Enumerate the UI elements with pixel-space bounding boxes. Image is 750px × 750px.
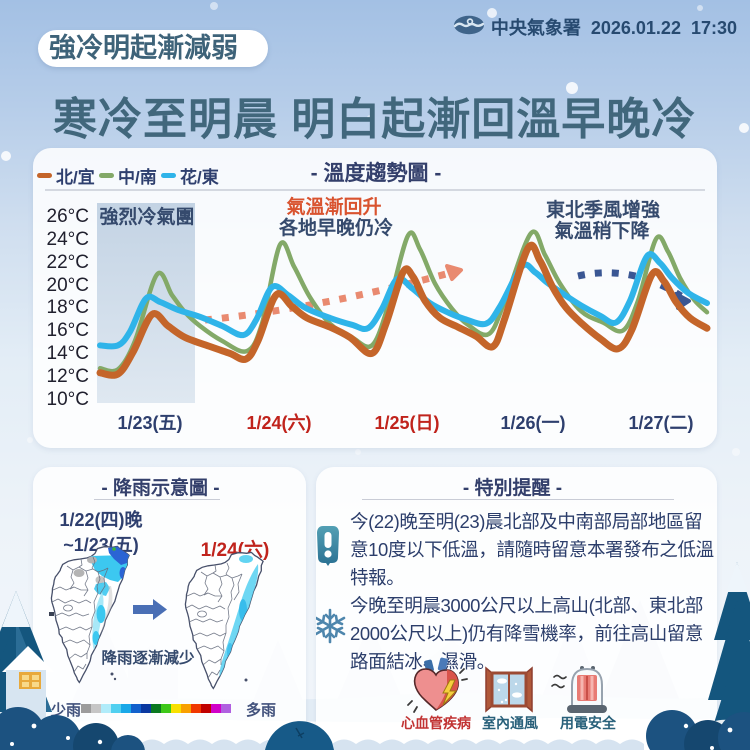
svg-text:少雨: 少雨: [50, 701, 81, 719]
svg-text:14°C: 14°C: [47, 343, 89, 364]
svg-text:20°C: 20°C: [47, 275, 89, 296]
svg-text:1/23(五): 1/23(五): [117, 413, 182, 433]
svg-text:各地早晚仍冷: 各地早晚仍冷: [278, 216, 393, 239]
svg-text:北/宜: 北/宜: [56, 167, 95, 187]
svg-text:東北季風增強: 東北季風增強: [546, 198, 660, 221]
svg-text:1/25(日): 1/25(日): [374, 413, 439, 433]
svg-text:16°C: 16°C: [47, 320, 89, 341]
svg-text:18°C: 18°C: [47, 297, 89, 318]
svg-text:- 溫度趨勢圖 -: - 溫度趨勢圖 -: [311, 161, 442, 185]
svg-text:1/24(六): 1/24(六): [246, 412, 311, 433]
svg-text:強烈冷氣團: 強烈冷氣團: [99, 205, 194, 228]
svg-text:1/26(一): 1/26(一): [500, 413, 565, 433]
svg-text:花/東: 花/東: [180, 167, 219, 187]
svg-text:氣溫漸回升: 氣溫漸回升: [286, 195, 381, 218]
svg-text:1/27(二): 1/27(二): [628, 413, 693, 433]
svg-text:26°C: 26°C: [47, 206, 89, 227]
svg-text:24°C: 24°C: [47, 229, 89, 250]
svg-text:10°C: 10°C: [47, 389, 89, 410]
svg-text:降雨逐漸減少: 降雨逐漸減少: [101, 648, 195, 667]
svg-text:22°C: 22°C: [47, 252, 89, 273]
svg-text:氣溫稍下降: 氣溫稍下降: [554, 219, 650, 242]
svg-text:多雨: 多雨: [246, 701, 276, 719]
svg-text:12°C: 12°C: [47, 366, 89, 387]
svg-text:中/南: 中/南: [118, 167, 157, 187]
